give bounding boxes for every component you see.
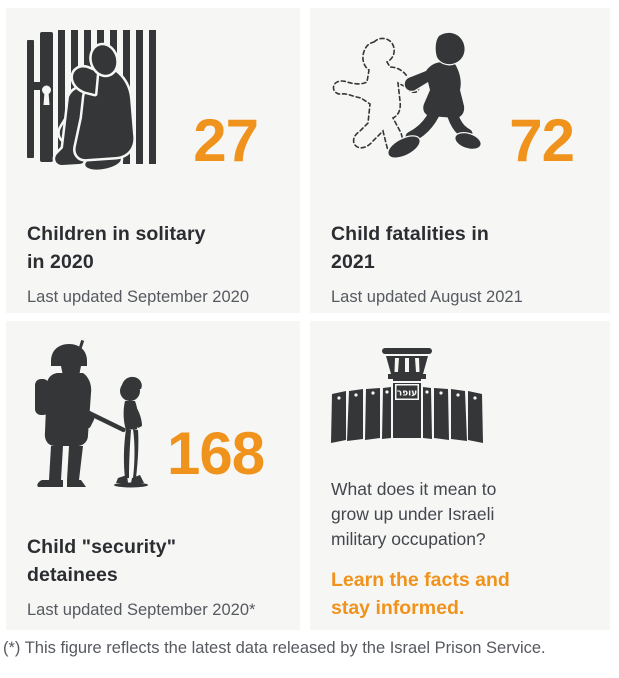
info-icon-wrap: עופר [331, 348, 590, 443]
info-question: What does it mean to grow up under Israe… [331, 479, 497, 549]
stat-value: 27 [193, 107, 259, 174]
fatalities-icon-row: 72 [331, 30, 590, 174]
stat-updated: Last updated September 2020 [27, 288, 250, 306]
stat-title: Child "security" detainees [27, 536, 177, 586]
info-card: עופר What does it mean to grow up under … [310, 321, 610, 630]
detainees-icon-row: 168 [27, 339, 280, 488]
ghost-child-outline [332, 37, 420, 158]
solitary-icon-row: 27 [27, 30, 280, 174]
footnote: (*) This figure reflects the latest data… [3, 639, 546, 657]
stat-updated: Last updated August 2021 [331, 288, 523, 306]
stat-value: 168 [167, 420, 265, 487]
tower-sign-text: עופר [397, 389, 417, 399]
solid-child-silhouette [387, 31, 481, 159]
stat-card-solitary: 27 Children in solitary in 2020 Last upd… [6, 8, 300, 313]
soldier-silhouette [35, 339, 126, 487]
soldier-and-child-icon [35, 339, 148, 488]
stat-title: Children in solitary in 2020 [27, 223, 206, 273]
stats-grid: 27 Children in solitary in 2020 Last upd… [6, 8, 612, 630]
stat-card-fatalities: 72 Child fatalities in 2021 Last updated… [310, 8, 610, 313]
stat-card-detainees: 168 Child "security" detainees Last upda… [6, 321, 300, 630]
stat-title: Child fatalities in 2021 [331, 223, 489, 273]
prisoner-behind-bars-icon [27, 30, 156, 170]
stat-updated: Last updated September 2020* [27, 601, 256, 619]
learn-facts-link[interactable]: Learn the facts and stay informed. [331, 569, 510, 619]
child-silhouette [114, 376, 148, 488]
separation-wall-watchtower-icon: עופר [331, 348, 483, 443]
children-running-icon [332, 31, 481, 159]
stat-value: 72 [509, 107, 575, 174]
keyhole-icon [42, 85, 51, 105]
